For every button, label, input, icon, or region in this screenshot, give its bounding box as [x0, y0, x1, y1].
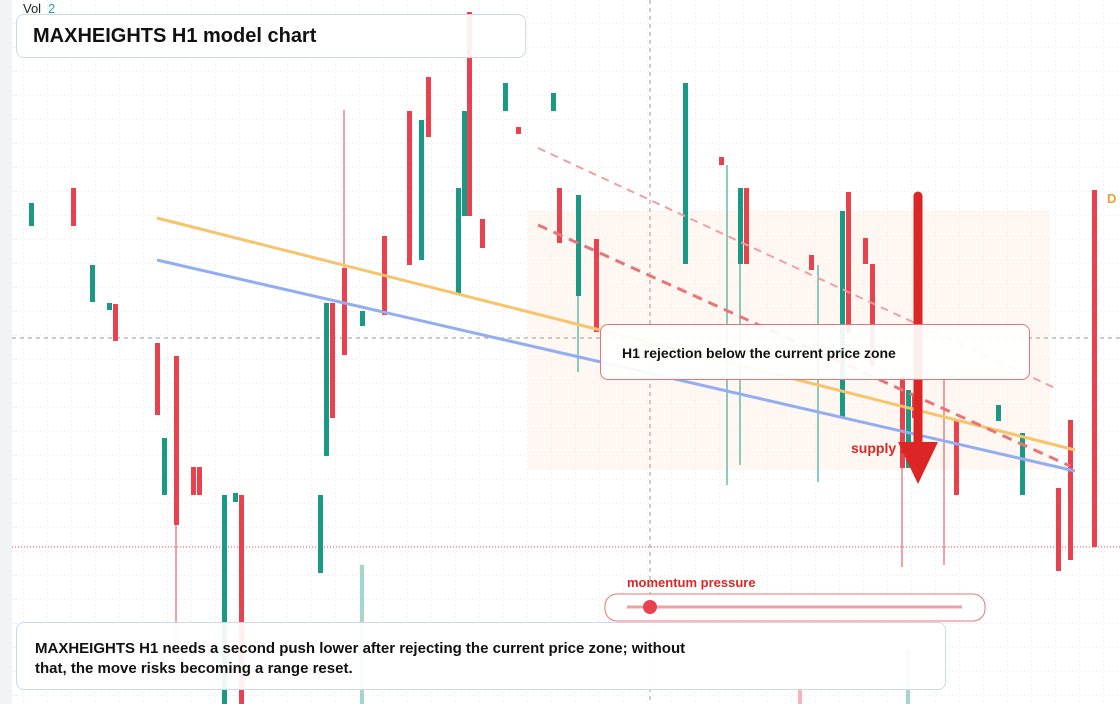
- rejection-note: H1 rejection below the current price zon…: [600, 324, 1030, 380]
- candle: [809, 255, 814, 270]
- candle: [1068, 420, 1073, 560]
- candle: [360, 311, 365, 326]
- candle: [90, 265, 95, 302]
- candle: [576, 195, 581, 296]
- candle: [863, 238, 868, 264]
- candle: [557, 188, 562, 243]
- momentum-label: momentum pressure: [627, 575, 756, 590]
- candle: [174, 356, 179, 525]
- candle: [191, 467, 196, 495]
- momentum-dot: [643, 600, 657, 614]
- candle: [233, 493, 238, 502]
- candle: [222, 495, 227, 704]
- candle: [996, 405, 1001, 421]
- candle: [900, 376, 905, 468]
- candle: [71, 188, 76, 226]
- candle: [462, 111, 467, 216]
- candle: [342, 268, 347, 355]
- candle: [594, 239, 599, 332]
- candle: [324, 303, 329, 456]
- candle: [155, 343, 160, 415]
- candle: [162, 438, 167, 495]
- candle: [906, 390, 911, 468]
- edge-tag: D: [1107, 191, 1116, 206]
- candle: [1092, 190, 1097, 547]
- candle: [239, 495, 244, 704]
- arrow-head: [898, 442, 938, 484]
- volume-bar: [798, 690, 802, 704]
- title: MAXHEIGHTS H1 model chart: [16, 14, 526, 58]
- candle: [318, 495, 323, 573]
- candle: [846, 192, 851, 333]
- candle: [113, 304, 118, 341]
- candle: [840, 211, 845, 417]
- candle: [954, 421, 959, 495]
- candle: [738, 188, 743, 264]
- candle: [1056, 488, 1061, 571]
- vol-label: Vol: [23, 1, 41, 16]
- candle: [107, 303, 112, 310]
- candle: [683, 83, 688, 264]
- candle: [870, 264, 875, 366]
- vol-value: 2: [48, 1, 55, 16]
- supply-label: supply zone: [851, 440, 932, 456]
- left-strip: [0, 0, 12, 704]
- candle: [456, 188, 461, 294]
- trend-line: [537, 147, 1056, 389]
- candle: [330, 303, 335, 418]
- candle: [744, 188, 749, 264]
- candle: [503, 83, 508, 111]
- candle: [197, 467, 202, 495]
- candle: [516, 127, 521, 134]
- candle: [719, 157, 724, 165]
- candle: [407, 111, 412, 265]
- candle: [467, 12, 472, 216]
- candle: [480, 219, 485, 248]
- candle: [551, 93, 556, 111]
- footer-text: MAXHEIGHTS H1 needs a second push lower …: [35, 640, 686, 677]
- candle: [426, 77, 431, 137]
- candle: [419, 120, 424, 260]
- candle: [29, 203, 34, 226]
- footer-note: MAXHEIGHTS H1 needs a second push lower …: [16, 622, 946, 690]
- candle: [1020, 433, 1025, 495]
